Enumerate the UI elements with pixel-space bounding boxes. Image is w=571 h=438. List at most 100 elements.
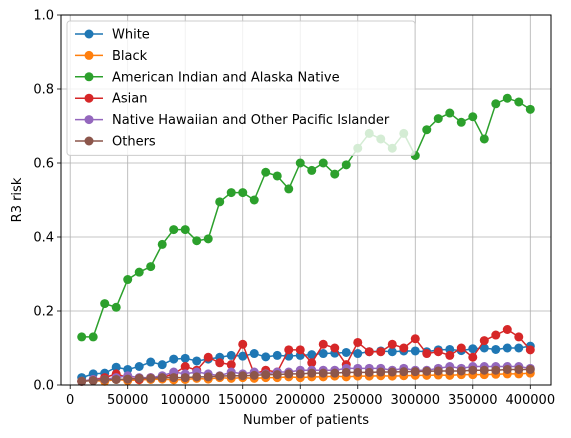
data-point [502, 325, 512, 334]
x-tick-label: 0 [66, 393, 74, 408]
series-line [81, 372, 531, 383]
data-point [514, 343, 524, 353]
legend-label: Native Hawaiian and Other Pacific Island… [112, 113, 390, 128]
data-point [399, 343, 409, 353]
data-point [491, 344, 501, 354]
data-point [479, 365, 489, 375]
data-point [376, 347, 386, 357]
data-point [123, 364, 133, 374]
data-point [180, 373, 190, 383]
x-tick-label: 300000 [390, 393, 440, 408]
data-point [238, 351, 248, 361]
data-point [445, 350, 455, 360]
x-axis-ticks: 0 50000 100000 150000 200000 250000 300000 3500… [66, 385, 555, 408]
data-point [192, 236, 202, 246]
series-line [81, 365, 531, 383]
data-point [318, 158, 328, 168]
data-point [514, 97, 524, 107]
data-point [445, 366, 455, 376]
data-point [318, 368, 328, 378]
x-tick-label: 250000 [333, 393, 383, 408]
data-point [410, 334, 420, 344]
legend-label: Black [112, 49, 148, 64]
data-point [284, 345, 294, 355]
legend-swatch-marker [84, 93, 94, 103]
legend-box [66, 20, 416, 156]
data-point [491, 99, 501, 109]
data-point [295, 158, 305, 168]
data-point [261, 370, 271, 380]
data-point [330, 343, 340, 353]
legend-swatch-marker [84, 72, 94, 82]
data-point [502, 93, 512, 103]
data-point [226, 371, 236, 381]
data-point [479, 134, 489, 144]
data-point [295, 369, 305, 379]
data-point [295, 345, 305, 355]
x-tick-label: 50000 [107, 393, 148, 408]
data-point [491, 365, 501, 375]
legend-item: Black [75, 49, 148, 64]
data-point [330, 368, 340, 378]
data-point [203, 234, 213, 244]
data-point [514, 332, 524, 342]
series-5 [77, 364, 535, 386]
data-point [456, 117, 466, 127]
data-point [192, 356, 202, 366]
data-point [180, 353, 190, 363]
data-point [502, 364, 512, 374]
data-point [479, 336, 489, 346]
data-point [525, 345, 535, 355]
data-point [238, 188, 248, 198]
data-point [387, 347, 397, 357]
data-point [387, 339, 397, 349]
data-point [422, 349, 432, 359]
data-point [134, 267, 144, 277]
data-point [192, 372, 202, 382]
series-line [81, 97, 531, 338]
data-point [169, 225, 179, 235]
legend-label: White [112, 28, 150, 43]
y-tick-label: 0.6 [33, 157, 54, 172]
data-point [445, 108, 455, 118]
data-point [88, 332, 98, 342]
x-tick-label: 200000 [275, 393, 325, 408]
data-point [456, 366, 466, 376]
legend-swatch-marker [84, 50, 94, 60]
legend-item: Native Hawaiian and Other Pacific Island… [75, 113, 390, 128]
data-point [111, 362, 121, 372]
series-line [81, 345, 531, 379]
y-axis-label: R3 risk [10, 177, 25, 222]
x-tick-label: 350000 [448, 393, 498, 408]
data-point [180, 362, 190, 371]
legend-swatch-marker [84, 115, 94, 125]
data-point [100, 299, 110, 309]
data-point [123, 374, 133, 384]
y-axis-ticks: 0.0 0.2 0.4 0.6 0.8 1.0 [33, 9, 61, 394]
legend-swatch-marker [84, 29, 94, 39]
data-point [123, 275, 133, 285]
data-point [146, 262, 156, 272]
data-point [88, 376, 98, 386]
plot-frame [60, 14, 552, 386]
legend-item: White [75, 28, 150, 43]
data-point [514, 364, 524, 374]
data-point [77, 332, 87, 342]
y-tick-label: 0.0 [33, 379, 54, 394]
data-point [157, 373, 167, 383]
data-point [525, 364, 535, 374]
data-point [502, 343, 512, 353]
y-tick-label: 0.8 [33, 83, 54, 98]
data-point [525, 104, 535, 114]
data-point [146, 357, 156, 367]
x-tick-label: 150000 [218, 393, 268, 408]
legend-label: Others [112, 135, 156, 150]
legend-label: American Indian and Alaska Native [112, 70, 340, 85]
data-point [307, 368, 317, 378]
data-point [215, 197, 225, 207]
data-point [203, 372, 213, 382]
data-point [261, 167, 271, 177]
data-point [399, 367, 409, 377]
data-point [203, 352, 213, 362]
